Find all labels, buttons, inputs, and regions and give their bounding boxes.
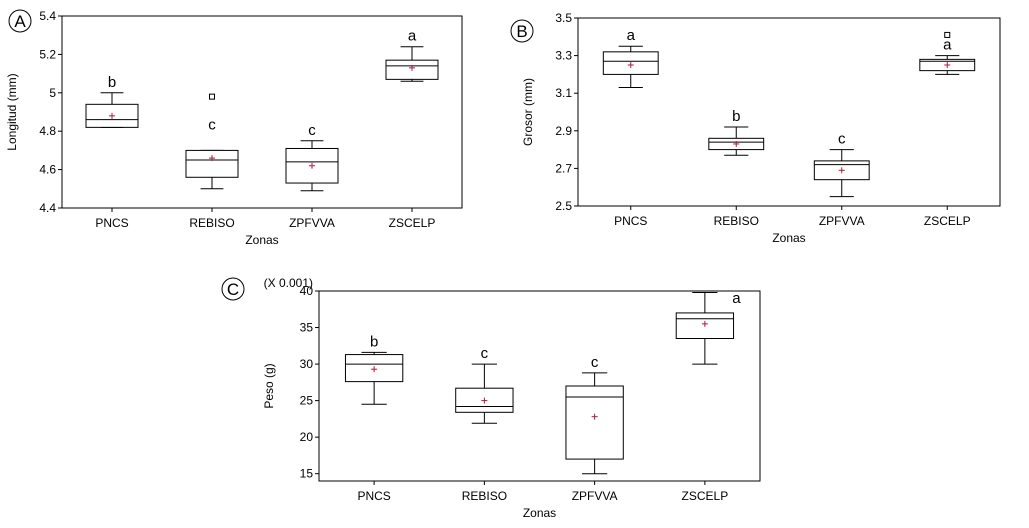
outlier-point xyxy=(944,31,951,38)
x-tick-label: PNCS xyxy=(95,216,128,230)
panel-label: A xyxy=(14,12,26,31)
y-tick-label: 3.3 xyxy=(555,49,572,63)
x-tick-label: ZPFVVA xyxy=(819,214,865,228)
y-tick-label: 4.6 xyxy=(39,163,56,177)
y-axis-title: Grosor (mm) xyxy=(521,78,535,146)
panel-label-circle xyxy=(8,9,32,33)
y-axis-title: Peso (g) xyxy=(262,363,276,408)
significance-letter: b xyxy=(108,74,116,91)
y-tick-label: 5 xyxy=(49,86,56,100)
chart-panel-c: 15 20 25 30 35 40 PNCS REBISO ZPFVVA ZSCELP Zonas P… xyxy=(221,276,761,520)
chart-panel-a: 4.4 4.6 4.8 5 5.2 5.4 PNCS REBISO ZPFVVA ZSCELP Zo… xyxy=(5,9,463,247)
box-pncs: a xyxy=(602,27,659,89)
y-tick-label: 2.9 xyxy=(555,124,572,138)
x-tick-label: ZSCELP xyxy=(682,489,729,503)
x-tick-label: ZSCELP xyxy=(924,214,971,228)
y-tick-label: 15 xyxy=(300,467,314,481)
box-rebiso: c xyxy=(185,93,239,190)
plot-frame xyxy=(577,17,1001,207)
plot-frame xyxy=(61,15,463,209)
x-axis-title: Zonas xyxy=(245,233,278,247)
x-tick-label: REBISO xyxy=(189,216,234,230)
significance-letter: c xyxy=(481,345,489,362)
y-tick-label: 20 xyxy=(300,430,314,444)
box-zpfvva: c xyxy=(285,122,339,192)
outlier-point xyxy=(209,93,215,100)
y-tick-label: 4.4 xyxy=(39,201,56,215)
significance-letter: b xyxy=(370,333,378,350)
y-tick-label: 35 xyxy=(300,321,314,335)
y-tick-label: 5.4 xyxy=(39,9,56,23)
x-tick-label: PNCS xyxy=(357,489,390,503)
box-iqr xyxy=(565,385,624,460)
x-tick-label: PNCS xyxy=(614,214,647,228)
y-tick-label: 25 xyxy=(300,394,314,408)
plot-frame xyxy=(318,290,761,482)
box-rebiso: b xyxy=(708,108,765,156)
significance-letter: b xyxy=(732,108,740,125)
panel-label: B xyxy=(516,22,527,41)
box-rebiso: c xyxy=(455,345,514,424)
x-tick-label: ZPFVVA xyxy=(289,216,335,230)
box-zpfvva: c xyxy=(813,131,870,198)
x-tick-label: REBISO xyxy=(462,489,507,503)
box-zscelp: a xyxy=(919,31,976,75)
x-tick-label: REBISO xyxy=(714,214,759,228)
box-iqr xyxy=(185,149,239,178)
box-zscelp: a xyxy=(675,290,741,365)
significance-letter: a xyxy=(627,27,636,44)
x-tick-label: ZSCELP xyxy=(389,216,436,230)
significance-letter: a xyxy=(943,37,952,54)
y-tick-label: 4.8 xyxy=(39,124,56,138)
box-zscelp: a xyxy=(385,28,439,82)
significance-letter: c xyxy=(208,117,216,134)
y-scale-note: (X 0.001) xyxy=(264,276,313,290)
y-tick-label: 3.5 xyxy=(555,11,572,25)
panel-label-circle xyxy=(221,277,245,301)
significance-letter: c xyxy=(591,354,599,371)
y-tick-label: 2.7 xyxy=(555,161,572,175)
y-tick-label: 2.5 xyxy=(555,199,572,213)
significance-letter: c xyxy=(308,122,316,139)
panel-label: C xyxy=(227,280,239,299)
y-tick-label: 30 xyxy=(300,357,314,371)
x-axis-title: Zonas xyxy=(523,506,556,520)
significance-letter: a xyxy=(408,28,417,45)
y-axis-title: Longitud (mm) xyxy=(5,73,19,150)
box-pncs: b xyxy=(85,74,139,128)
panel-label-circle xyxy=(510,19,534,43)
box-pncs: b xyxy=(344,333,404,405)
chart-panel-b: 2.5 2.7 2.9 3.1 3.3 3.5 PNCS REBISO ZPFVVA ZSCELP… xyxy=(510,11,1001,245)
x-axis-title: Zonas xyxy=(772,231,805,245)
y-tick-label: 40 xyxy=(300,284,314,298)
y-tick-label: 3.1 xyxy=(555,86,572,100)
x-tick-label: ZPFVVA xyxy=(572,489,618,503)
y-tick-label: 5.2 xyxy=(39,47,56,61)
significance-letter: c xyxy=(838,131,846,148)
box-zpfvva: c xyxy=(565,354,624,475)
significance-letter: a xyxy=(732,290,741,307)
